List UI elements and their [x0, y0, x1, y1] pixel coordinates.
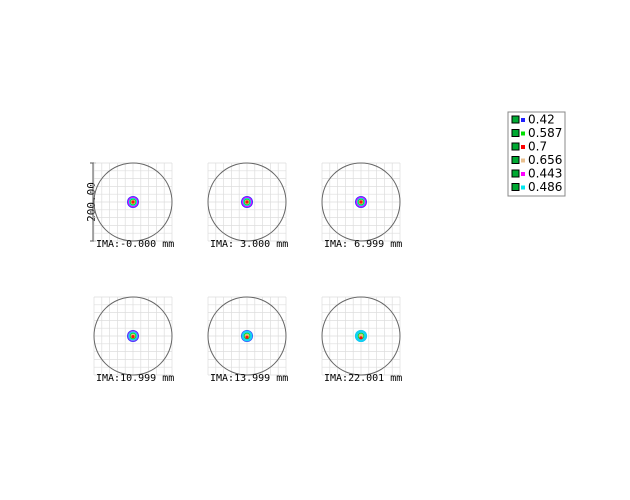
legend-label: 0.486: [528, 180, 562, 194]
airy-circle: [321, 162, 401, 242]
legend-marker: [521, 185, 525, 190]
field-label: IMA: 6.999 mm: [324, 239, 402, 250]
spot: [359, 336, 363, 340]
legend-check: [511, 115, 520, 124]
field-label: IMA:10.999 mm: [96, 373, 174, 384]
field-label: IMA: 3.000 mm: [210, 239, 288, 250]
legend-marker: [521, 145, 525, 149]
legend-label: 0.656: [528, 153, 562, 167]
spot: [245, 200, 249, 204]
legend-check: [511, 183, 520, 191]
spot: [131, 335, 135, 339]
field-label: IMA:13.999 mm: [210, 373, 288, 384]
legend-marker: [521, 118, 525, 122]
legend-check: [511, 129, 520, 137]
legend-marker: [521, 158, 525, 163]
spot: [359, 200, 363, 204]
legend-check: [511, 142, 520, 151]
legend-label: 0.42: [528, 113, 555, 127]
legend-check: [511, 169, 520, 178]
legend-label: 0.7: [528, 140, 547, 154]
airy-circle: [93, 162, 173, 242]
airy-circle: [207, 296, 287, 376]
spot: [245, 335, 249, 339]
legend-label: 0.587: [528, 126, 562, 140]
legend-label: 0.443: [528, 167, 562, 181]
field-label: IMA:22.001 mm: [324, 373, 402, 384]
legend-marker: [521, 172, 525, 176]
legend-box: [507, 111, 566, 197]
airy-circle: [93, 296, 173, 376]
legend-marker: [521, 131, 525, 136]
spot: [131, 200, 135, 204]
airy-circle: [321, 296, 401, 376]
field-label: IMA:-0.000 mm: [96, 239, 174, 250]
scale-label: 200.00: [85, 182, 98, 222]
airy-circle: [207, 162, 287, 242]
legend-check: [511, 156, 520, 164]
